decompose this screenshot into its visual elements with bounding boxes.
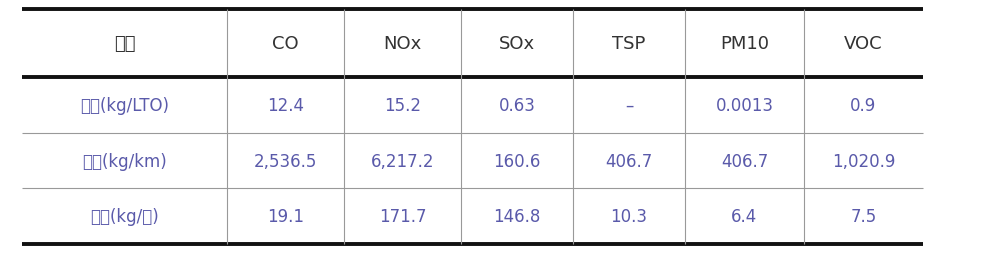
Text: 항공(kg/LTO): 항공(kg/LTO)	[80, 97, 169, 115]
Text: CO: CO	[272, 35, 299, 53]
Text: 406.7: 406.7	[721, 152, 768, 170]
Text: 0.0013: 0.0013	[715, 97, 773, 115]
Text: 6,217.2: 6,217.2	[371, 152, 434, 170]
Text: –: –	[625, 97, 633, 115]
Text: NOx: NOx	[383, 35, 422, 53]
Text: 146.8: 146.8	[493, 207, 541, 225]
Text: 7.5: 7.5	[850, 207, 877, 225]
Text: PM10: PM10	[720, 35, 769, 53]
Text: SOx: SOx	[499, 35, 535, 53]
Text: 1,020.9: 1,020.9	[832, 152, 895, 170]
Text: 19.1: 19.1	[267, 207, 304, 225]
Text: VOC: VOC	[844, 35, 883, 53]
Text: 171.7: 171.7	[379, 207, 426, 225]
Text: 406.7: 406.7	[605, 152, 653, 170]
Text: 0.9: 0.9	[850, 97, 877, 115]
Text: 2,536.5: 2,536.5	[254, 152, 317, 170]
Text: 12.4: 12.4	[267, 97, 304, 115]
Text: 15.2: 15.2	[384, 97, 421, 115]
Text: 6.4: 6.4	[731, 207, 758, 225]
Text: 0.63: 0.63	[499, 97, 535, 115]
Text: 10.3: 10.3	[610, 207, 648, 225]
Text: 항만(kg/회): 항만(kg/회)	[90, 207, 159, 225]
Text: TSP: TSP	[612, 35, 646, 53]
Text: 항목: 항목	[114, 35, 135, 53]
Text: 160.6: 160.6	[493, 152, 541, 170]
Text: 철도(kg/km): 철도(kg/km)	[82, 152, 167, 170]
